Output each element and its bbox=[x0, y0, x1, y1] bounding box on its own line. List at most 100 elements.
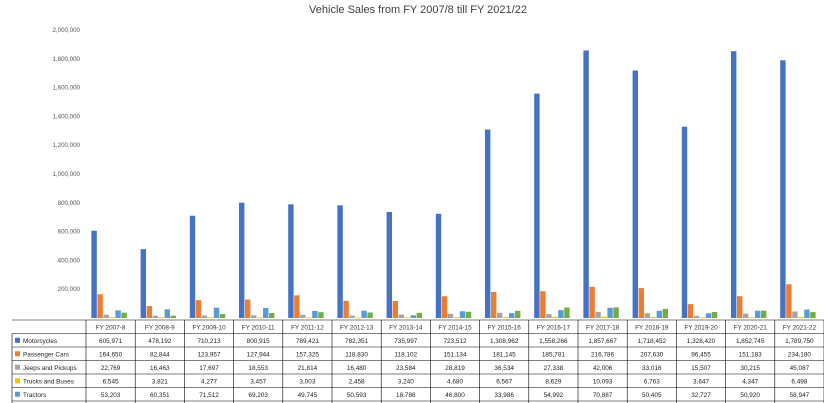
y-tick-label: 1,200,000 bbox=[52, 142, 80, 149]
bar bbox=[435, 213, 442, 318]
data-label: 127,944 bbox=[247, 351, 271, 358]
data-label: 3,821 bbox=[152, 378, 168, 385]
data-label: 16,480 bbox=[347, 365, 367, 372]
bar bbox=[687, 304, 694, 318]
bar bbox=[589, 286, 595, 318]
data-label: 3,240 bbox=[398, 378, 414, 385]
bar bbox=[300, 314, 306, 318]
data-label: 478,192 bbox=[148, 338, 172, 345]
data-label: 60,351 bbox=[150, 392, 170, 399]
bar bbox=[294, 295, 300, 318]
y-tick-label: 200,000 bbox=[58, 286, 81, 293]
data-label: 6,763 bbox=[644, 378, 660, 385]
data-label: 1,308,962 bbox=[490, 338, 519, 345]
data-label: 96,455 bbox=[691, 351, 711, 358]
data-label: 185,781 bbox=[542, 351, 566, 358]
bar bbox=[195, 300, 202, 318]
bar bbox=[755, 310, 761, 318]
bar bbox=[656, 310, 662, 318]
data-label: 82,844 bbox=[150, 351, 170, 358]
data-label: 1,718,452 bbox=[638, 338, 667, 345]
series-name: Passenger Cars bbox=[23, 351, 69, 358]
data-label: 1,328,420 bbox=[687, 338, 716, 345]
data-label: 151,183 bbox=[739, 351, 763, 358]
y-tick-label: 800,000 bbox=[58, 200, 81, 207]
data-label: 69,203 bbox=[248, 392, 268, 399]
data-label: 3,457 bbox=[250, 378, 266, 385]
data-label: 118,102 bbox=[394, 351, 417, 358]
bar bbox=[447, 313, 454, 318]
bar bbox=[355, 317, 361, 319]
category-label: FY 2010-11 bbox=[242, 325, 275, 332]
data-label: 2,458 bbox=[349, 378, 365, 385]
data-label: 46,800 bbox=[445, 392, 465, 399]
bar bbox=[318, 312, 324, 318]
bar bbox=[804, 309, 810, 318]
bar bbox=[515, 310, 521, 318]
data-label: 45,087 bbox=[790, 365, 810, 372]
legend-swatch bbox=[15, 378, 20, 384]
bar bbox=[251, 315, 257, 318]
bar bbox=[361, 310, 367, 318]
data-label: 789,421 bbox=[296, 338, 320, 345]
bar bbox=[367, 312, 373, 318]
category-label: FY 2020-21 bbox=[734, 325, 768, 332]
bar bbox=[497, 312, 503, 318]
y-tick-label: 2,000,000 bbox=[52, 27, 80, 34]
data-label: 54,992 bbox=[544, 392, 564, 399]
bar bbox=[109, 317, 115, 318]
bar bbox=[731, 51, 737, 318]
bar bbox=[485, 129, 491, 318]
bars bbox=[91, 50, 816, 319]
data-label: 1,558,266 bbox=[539, 338, 568, 345]
bar bbox=[257, 317, 263, 319]
data-label: 782,351 bbox=[345, 338, 369, 345]
data-label: 1,857,667 bbox=[588, 338, 617, 345]
series-name: Jeeps and Pickups bbox=[23, 365, 77, 372]
data-label: 3,003 bbox=[299, 378, 315, 385]
data-label: 18,786 bbox=[396, 392, 416, 399]
bar bbox=[798, 317, 804, 318]
category-label: FY 2011-12 bbox=[291, 325, 324, 332]
category-label: FY 2014-15 bbox=[438, 325, 472, 332]
bar bbox=[792, 311, 798, 318]
y-tick-label: 1,600,000 bbox=[52, 85, 80, 92]
data-label: 49,745 bbox=[298, 392, 318, 399]
data-label: 181,145 bbox=[493, 351, 517, 358]
bar bbox=[239, 202, 245, 318]
bar bbox=[337, 205, 343, 318]
y-tick-label: 1,400,000 bbox=[52, 113, 80, 120]
data-label: 32,727 bbox=[691, 392, 711, 399]
bar bbox=[404, 317, 410, 319]
legend-swatch bbox=[15, 351, 20, 357]
data-label: 50,920 bbox=[740, 392, 760, 399]
data-label: 4,680 bbox=[447, 378, 463, 385]
data-label: 216,786 bbox=[591, 351, 615, 358]
data-label: 207,630 bbox=[640, 351, 664, 358]
category-label: FY 2016-17 bbox=[537, 325, 571, 332]
bar bbox=[152, 315, 158, 318]
bar bbox=[170, 315, 176, 318]
data-label: 3,647 bbox=[693, 378, 709, 385]
category-label: FY 2015-16 bbox=[488, 325, 522, 332]
data-label: 53,203 bbox=[101, 392, 121, 399]
bar bbox=[552, 316, 558, 318]
bar bbox=[786, 284, 792, 318]
bar bbox=[601, 316, 607, 318]
bar bbox=[219, 314, 226, 318]
bar bbox=[201, 315, 208, 318]
category-label: FY 2008-9 bbox=[145, 325, 175, 332]
bar bbox=[540, 291, 546, 318]
bar bbox=[91, 230, 97, 318]
bar bbox=[207, 317, 214, 319]
bar bbox=[761, 310, 767, 318]
bar bbox=[386, 212, 392, 318]
bar bbox=[503, 317, 509, 318]
bar bbox=[269, 313, 275, 318]
category-label: FY 2007-8 bbox=[96, 325, 126, 332]
bar bbox=[711, 312, 718, 318]
bar bbox=[693, 315, 700, 318]
data-label: 8,629 bbox=[545, 378, 561, 385]
bar bbox=[410, 315, 416, 318]
